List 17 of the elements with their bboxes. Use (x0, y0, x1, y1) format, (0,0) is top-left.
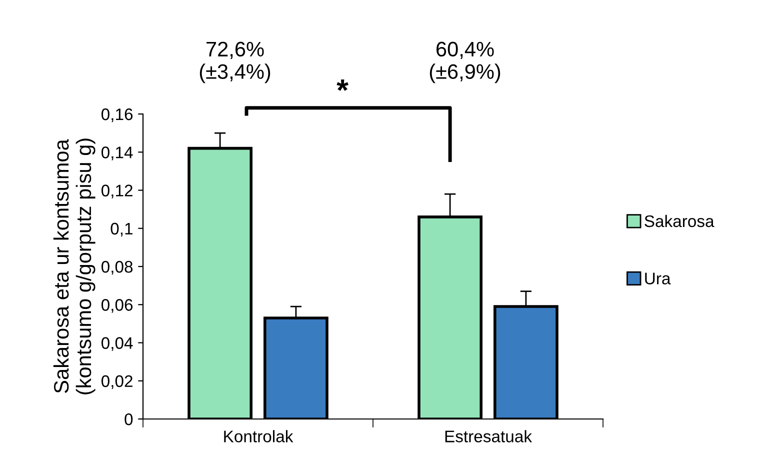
y-tick-label: 0,04 (101, 337, 133, 351)
y-tick-label: 0,12 (101, 184, 132, 198)
y-tick-label: 0 (124, 413, 133, 426)
text: 60,4% (±6,9%) (430, 42, 500, 84)
x-tick-label: Kontrolak (224, 430, 294, 442)
y-axis-title: Sakarosa eta ur kontsumoa (kontsumo g/gorputz pisu g) (53, 138, 96, 394)
text: 72,6% (±3,4%) (200, 42, 270, 84)
y-tick-label: 0,16 (101, 108, 133, 122)
y-tick-label: 0,14 (101, 146, 133, 160)
y-tick-label: 0,1 (110, 222, 132, 237)
y-tick-label: 0,08 (101, 260, 133, 275)
legend-label: Ura (645, 272, 671, 284)
x-tick-label: Estresatuak (445, 430, 532, 442)
y-tick-label: 0,06 (101, 299, 133, 313)
text: * (336, 80, 348, 91)
y-tick-label: 0,02 (101, 375, 132, 390)
legend-label: Sakarosa (644, 214, 714, 228)
